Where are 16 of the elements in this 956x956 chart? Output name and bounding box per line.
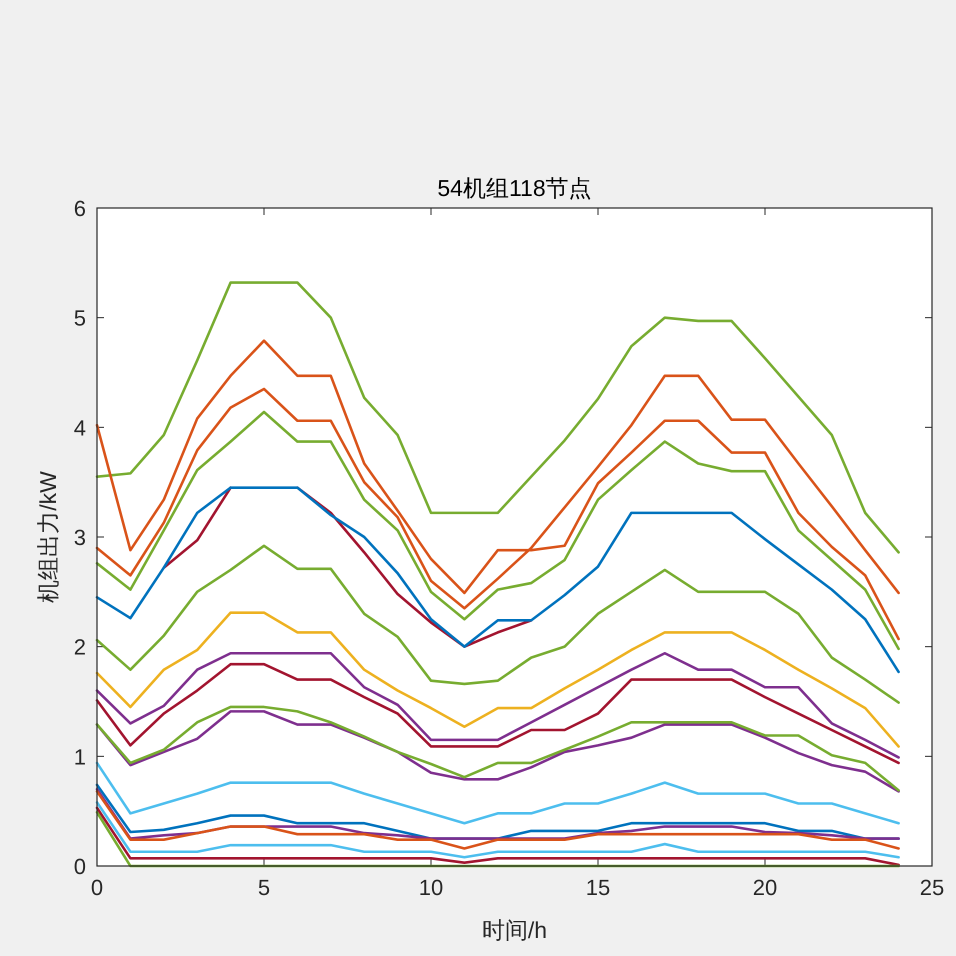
x-tick-label: 10 xyxy=(418,875,444,900)
x-tick-label: 5 xyxy=(258,875,270,900)
chart-title: 54机组118节点 xyxy=(437,175,592,201)
y-tick-label: 3 xyxy=(74,525,86,550)
y-tick-label: 4 xyxy=(74,415,86,440)
y-axis-title: 机组出力/kW xyxy=(35,470,61,603)
x-tick-label: 20 xyxy=(752,875,778,900)
y-tick-label: 6 xyxy=(74,196,86,221)
x-tick-label: 25 xyxy=(920,875,944,900)
x-tick-label: 0 xyxy=(90,875,104,900)
y-tick-label: 0 xyxy=(74,854,86,879)
x-axis-title: 时间/h xyxy=(482,917,548,943)
x-tick-label: 15 xyxy=(586,875,610,900)
y-tick-label: 2 xyxy=(74,634,86,660)
y-tick-label: 5 xyxy=(74,306,86,331)
y-tick-label: 1 xyxy=(74,744,86,770)
